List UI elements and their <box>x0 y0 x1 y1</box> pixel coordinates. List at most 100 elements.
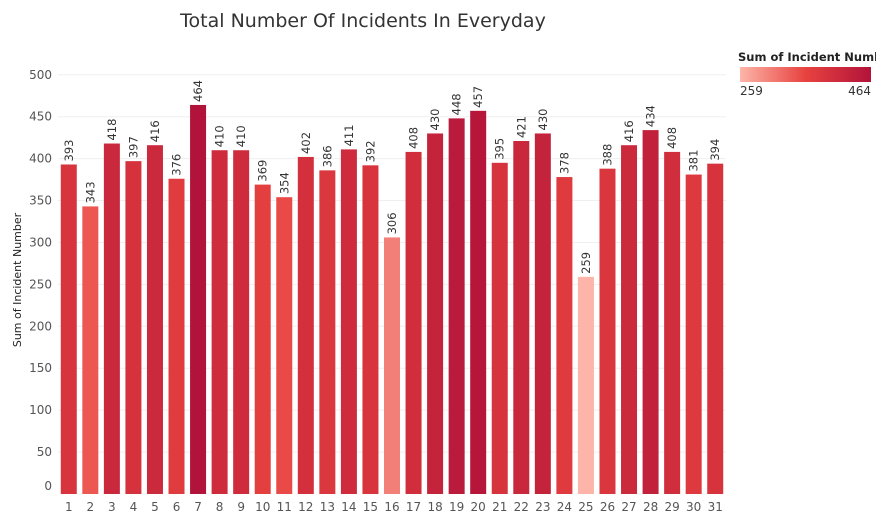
bar <box>168 178 185 494</box>
bar <box>362 165 379 495</box>
x-tick-label: 20 <box>471 500 486 514</box>
bar <box>384 237 400 494</box>
bar-data-label: 259 <box>579 252 593 274</box>
bar <box>491 162 508 495</box>
x-tick-label: 30 <box>686 500 701 514</box>
y-tick-label: 150 <box>29 361 52 375</box>
x-tick-label: 21 <box>492 500 507 514</box>
bar-data-label: 378 <box>557 152 571 174</box>
bar <box>707 163 724 494</box>
bar-data-label: 410 <box>234 125 248 147</box>
bar <box>405 151 422 494</box>
bar <box>448 118 465 494</box>
bar-data-label: 430 <box>428 109 442 131</box>
y-tick-label: 200 <box>29 319 52 333</box>
x-tick-label: 10 <box>255 500 270 514</box>
bar-data-label: 416 <box>622 120 636 142</box>
x-tick-label: 28 <box>643 500 658 514</box>
x-tick-label: 2 <box>87 500 95 514</box>
bar <box>577 276 594 494</box>
bar-data-label: 457 <box>471 86 485 108</box>
y-tick-label: 450 <box>29 110 52 124</box>
bar-data-label: 381 <box>687 150 701 172</box>
legend-title: Sum of Incident Number <box>738 50 876 64</box>
bar <box>82 206 99 494</box>
bar-data-label: 395 <box>493 138 507 160</box>
x-tick-label: 9 <box>237 500 245 514</box>
x-tick-label: 1 <box>65 500 73 514</box>
bar-data-label: 464 <box>191 80 205 102</box>
bar <box>211 150 228 494</box>
y-tick-label: 400 <box>29 152 52 166</box>
legend-max-label: 464 <box>848 84 871 98</box>
bars: 393 343 418 397 416 376 464 410 410 369 354 402 386 4… <box>60 80 724 495</box>
bar <box>319 170 336 494</box>
bar <box>146 145 163 494</box>
bar <box>642 130 659 494</box>
bar-data-label: 421 <box>514 116 528 138</box>
x-tick-label: 12 <box>298 500 313 514</box>
x-tick-label: 29 <box>664 500 679 514</box>
bar-data-label: 388 <box>600 144 614 166</box>
bar <box>556 177 573 495</box>
x-tick-label: 11 <box>277 500 292 514</box>
chart-title: Total Number Of Incidents In Everyday <box>179 10 546 32</box>
x-axis-ticks: 1 2 3 4 5 6 7 8 9 10 11 12 13 14 15 16 17 18 19 20 21 22 23 24 2… <box>65 500 723 514</box>
bar <box>685 174 702 495</box>
x-tick-label: 24 <box>557 500 572 514</box>
bar <box>621 145 638 494</box>
bar-data-label: 402 <box>299 132 313 154</box>
bar-data-label: 376 <box>170 154 184 176</box>
bar <box>513 141 530 494</box>
bar <box>190 104 207 494</box>
y-tick-label: 500 <box>29 68 52 82</box>
bar-data-label: 434 <box>644 105 658 127</box>
bar <box>254 184 271 494</box>
bar <box>470 110 487 495</box>
x-tick-label: 13 <box>320 500 335 514</box>
x-tick-label: 3 <box>108 500 116 514</box>
bar-data-label: 392 <box>363 140 377 162</box>
x-tick-label: 22 <box>514 500 529 514</box>
legend-min-label: 259 <box>740 84 763 98</box>
legend-gradient-bar <box>740 67 871 82</box>
bar <box>276 197 293 494</box>
x-tick-label: 8 <box>216 500 224 514</box>
x-tick-label: 6 <box>173 500 181 514</box>
x-tick-label: 16 <box>384 500 399 514</box>
bar-data-label: 410 <box>213 125 227 147</box>
x-tick-label: 18 <box>427 500 442 514</box>
bar-data-label: 369 <box>256 160 270 182</box>
bar-data-label: 343 <box>83 181 97 203</box>
bar <box>60 164 77 494</box>
color-legend: Sum of Incident Number 259 464 <box>738 50 876 98</box>
x-tick-label: 7 <box>194 500 202 514</box>
bar <box>233 150 250 494</box>
x-tick-label: 15 <box>363 500 378 514</box>
bar-data-label: 393 <box>62 140 76 162</box>
x-tick-label: 19 <box>449 500 464 514</box>
bar-data-label: 411 <box>342 124 356 146</box>
x-tick-label: 5 <box>151 500 159 514</box>
x-tick-label: 27 <box>621 500 636 514</box>
bar <box>297 156 314 494</box>
y-tick-label: 100 <box>29 403 52 417</box>
bar <box>125 161 142 494</box>
x-tick-label: 26 <box>600 500 615 514</box>
bar-data-label: 448 <box>450 93 464 115</box>
y-tick-label: 50 <box>37 445 52 459</box>
y-tick-label: 0 <box>44 479 52 493</box>
bar-data-label: 354 <box>277 172 291 194</box>
bar-data-label: 418 <box>105 119 119 141</box>
bar-data-label: 397 <box>126 136 140 158</box>
x-tick-label: 17 <box>406 500 421 514</box>
y-axis-ticks: 0 50 100 150 200 250 300 350 400 450 500 <box>29 68 52 493</box>
bar-data-label: 430 <box>536 109 550 131</box>
bar <box>340 149 357 494</box>
y-tick-label: 350 <box>29 194 52 208</box>
bar-data-label: 394 <box>708 139 722 161</box>
bar-data-label: 408 <box>665 127 679 149</box>
bar <box>103 143 120 494</box>
x-tick-label: 31 <box>708 500 723 514</box>
